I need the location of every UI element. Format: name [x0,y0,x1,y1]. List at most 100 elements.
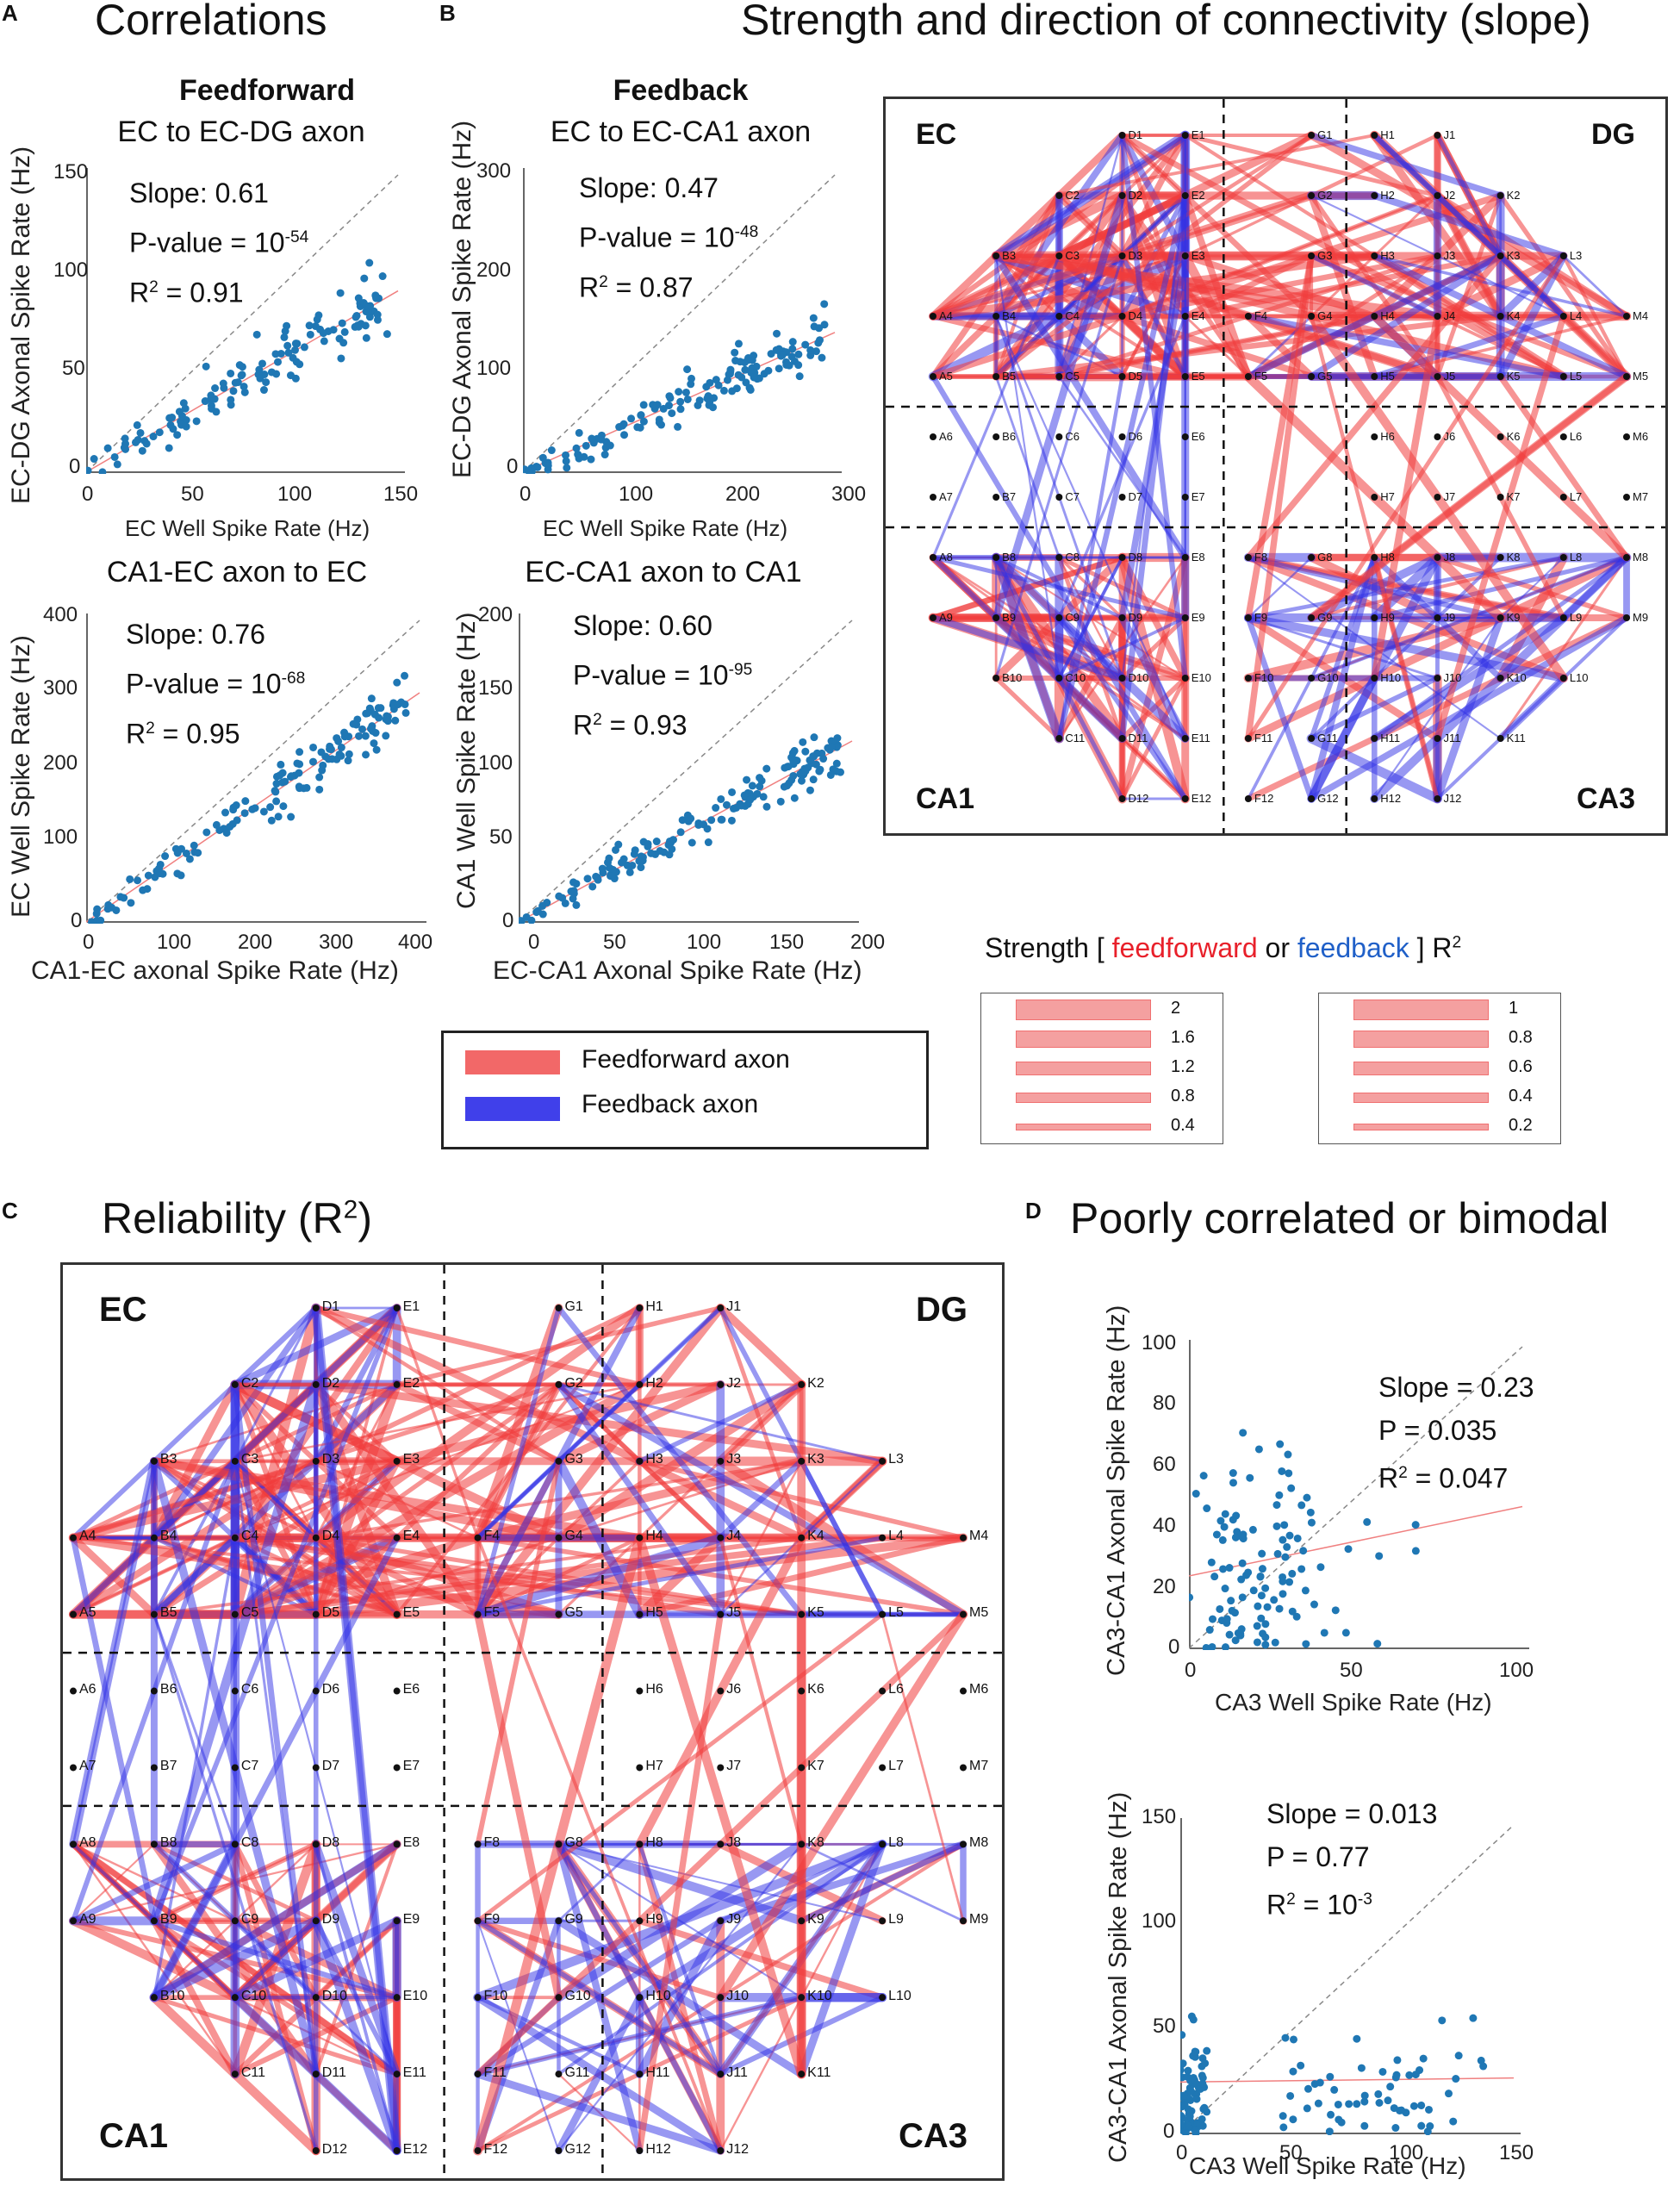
node-l7 [879,1764,887,1772]
data-point [762,802,771,811]
node-label-f9: F9 [483,1911,501,1927]
chart1-stats: Slope: 0.61 P-value = 10-54 R2 = 0.91 [129,171,308,315]
net1-region-ca3: CA3 [1576,782,1635,815]
node-f11 [1244,735,1252,742]
subtitle-feedback: Feedback [613,74,749,107]
data-point [1344,1545,1353,1554]
data-point [315,785,324,794]
axon-edge [473,1303,563,1542]
data-point [401,700,409,708]
node-g5 [555,1610,563,1618]
node-d3 [1118,252,1126,259]
node-label-e9: E9 [1191,610,1205,624]
axon-edge [232,1381,320,2077]
node-label-h10: H10 [1380,670,1402,684]
data-point [1208,1615,1216,1623]
data-point [1286,2091,1295,2100]
node-h8 [636,1840,644,1848]
data-point [179,399,188,408]
data-point [95,918,103,924]
node-c7 [1055,494,1063,501]
data-point [272,370,281,378]
legend-fb-swatch [465,1097,560,1121]
node-b6 [150,1687,158,1695]
c4-ytick-200: 200 [478,603,513,626]
node-k2 [798,1380,806,1388]
data-point [675,388,683,396]
data-point [1285,1578,1294,1586]
node-label-j8: J8 [726,1834,742,1850]
scale-bar [1353,1093,1489,1103]
data-point [569,878,578,887]
axon-edge [635,1840,887,2002]
axon-edge [1497,193,1629,379]
axon-edge [1309,253,1440,319]
axon-edge [233,1460,318,2076]
c3-xtick-0: 0 [83,931,95,954]
axon-edge [1434,313,1567,742]
data-point [1289,2035,1297,2044]
node-label-b10: B10 [1002,670,1023,684]
chart1-title: EC to EC-DG axon [117,115,365,148]
node-j6 [717,1687,725,1695]
node-label-b10: B10 [159,1988,185,2003]
node-a7 [930,494,936,501]
node-label-g2: G2 [564,1375,583,1391]
node-label-j1: J1 [726,1299,742,1314]
node-l4 [879,1534,887,1541]
node-j4 [1434,313,1441,320]
node-j5 [1434,373,1441,380]
c5-xtick-50: 50 [1340,1659,1363,1682]
data-point [127,899,135,907]
data-point [324,755,333,763]
node-label-d9: D9 [1128,610,1143,624]
node-d8 [312,1840,320,1848]
node-g5 [1308,373,1316,380]
data-point [1279,2123,1288,2132]
data-point [572,900,581,909]
node-l4 [1559,313,1567,320]
node-b5 [150,1610,158,1618]
node-h8 [1371,554,1378,561]
data-point [266,803,275,812]
data-point [1310,1600,1318,1609]
chart1-pvalue: P-value = 10-54 [129,215,308,265]
node-label-f11: F11 [1254,731,1273,744]
node-label-k4: K4 [807,1529,824,1544]
data-point [583,875,592,883]
c1-xtick-50: 50 [181,483,204,506]
data-point [1438,2016,1447,2025]
node-e6 [393,1687,401,1695]
node-c5 [231,1610,239,1618]
data-point [538,901,547,910]
data-point [231,378,240,387]
node-label-k10: K10 [1506,670,1527,684]
data-point [1186,2087,1195,2096]
node-label-l8: L8 [888,1834,904,1850]
node-label-e8: E8 [1191,550,1205,564]
node-label-a4: A4 [939,308,953,322]
data-point [1198,2071,1206,2080]
node-label-a8: A8 [79,1834,96,1850]
node-g4 [555,1534,563,1541]
axon-edge [1118,252,1189,621]
data-point [810,733,818,742]
data-point [300,343,308,352]
title-strength-direction: Strength and direction of connectivity (… [741,0,1591,44]
node-label-e5: E5 [402,1605,420,1621]
data-point [674,422,682,431]
data-point [743,775,751,784]
c4-ytick-100: 100 [478,751,513,775]
data-point [1258,1549,1266,1558]
node-label-g8: G8 [564,1834,583,1850]
data-point [274,813,283,821]
node-label-d4: D4 [1128,308,1143,322]
node-label-j9: J9 [1443,610,1456,624]
data-point [134,876,142,885]
node-label-k3: K3 [1506,248,1521,262]
data-point [762,764,771,773]
node-label-k6: K6 [807,1682,824,1697]
data-point [1417,2121,1426,2130]
node-j8 [717,1840,725,1848]
data-point [1253,1638,1261,1647]
